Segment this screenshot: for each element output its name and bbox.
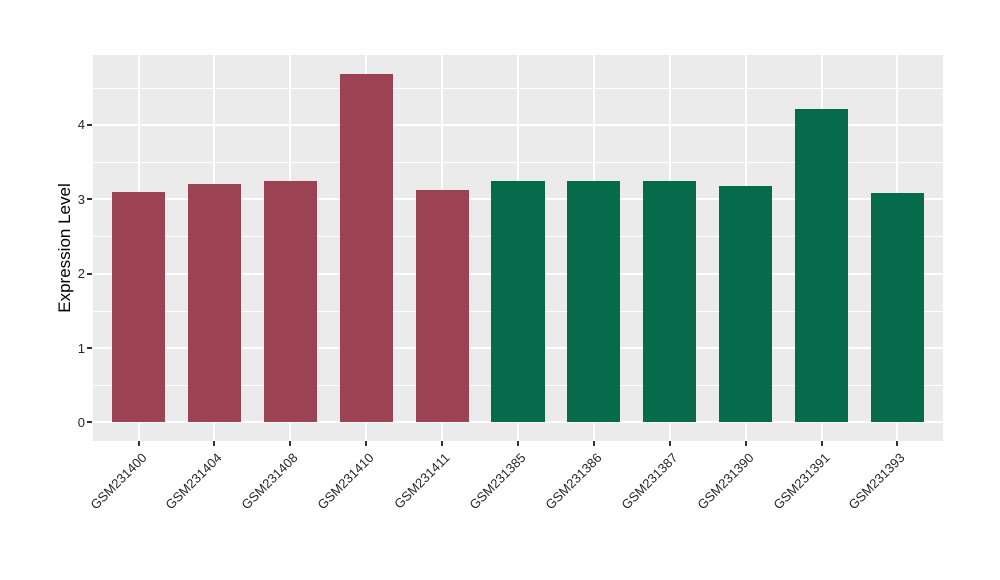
x-tick-label: GSM231411: [391, 450, 453, 512]
y-tick-label: 1: [77, 340, 85, 356]
x-tick-mark: [213, 441, 216, 446]
x-tick-label: GSM231391: [769, 450, 833, 513]
x-tick-mark: [365, 441, 368, 446]
x-tick-mark: [668, 441, 671, 446]
y-tick-mark: [87, 123, 92, 126]
bar-GSM231400: [111, 191, 166, 423]
x-tick-label: GSM231385: [466, 450, 529, 513]
bar-GSM231391: [795, 109, 849, 423]
y-tick-mark: [87, 198, 92, 201]
x-tick-label: GSM231393: [845, 450, 909, 513]
bar-GSM231410: [339, 74, 393, 423]
x-tick-mark: [744, 441, 747, 446]
x-tick-mark: [441, 441, 444, 446]
bar-GSM231390: [719, 185, 773, 423]
x-tick-label: GSM231410: [314, 450, 377, 513]
y-tick-label: 4: [77, 117, 85, 133]
bar-GSM231385: [491, 181, 545, 423]
y-tick-label: 3: [77, 191, 85, 207]
x-tick-label: GSM231387: [618, 450, 681, 513]
x-tick-label: GSM231390: [694, 450, 757, 513]
x-tick-mark: [820, 441, 823, 446]
x-tick-label: GSM231408: [238, 450, 301, 513]
x-tick-label: GSM231386: [542, 450, 605, 513]
x-tick-label: GSM231400: [86, 450, 150, 513]
y-tick-label: 2: [77, 266, 85, 282]
x-tick-mark: [289, 441, 292, 446]
bar-GSM231411: [415, 189, 469, 423]
bar-GSM231387: [643, 181, 697, 423]
x-tick-mark: [896, 441, 899, 446]
y-tick-label: 0: [77, 414, 85, 430]
bar-GSM231408: [263, 181, 317, 423]
bar-GSM231404: [187, 184, 241, 423]
bar-GSM231386: [567, 181, 621, 423]
x-tick-label: GSM231404: [162, 450, 226, 513]
y-tick-mark: [87, 272, 92, 275]
y-axis-title: Expression Level: [55, 183, 74, 313]
y-tick-mark: [87, 347, 92, 350]
x-tick-mark: [137, 441, 140, 446]
x-tick-mark: [517, 441, 519, 446]
x-tick-mark: [592, 441, 595, 446]
y-tick-mark: [87, 421, 92, 424]
plot-panel: [93, 55, 943, 441]
bar-GSM231393: [870, 192, 925, 423]
